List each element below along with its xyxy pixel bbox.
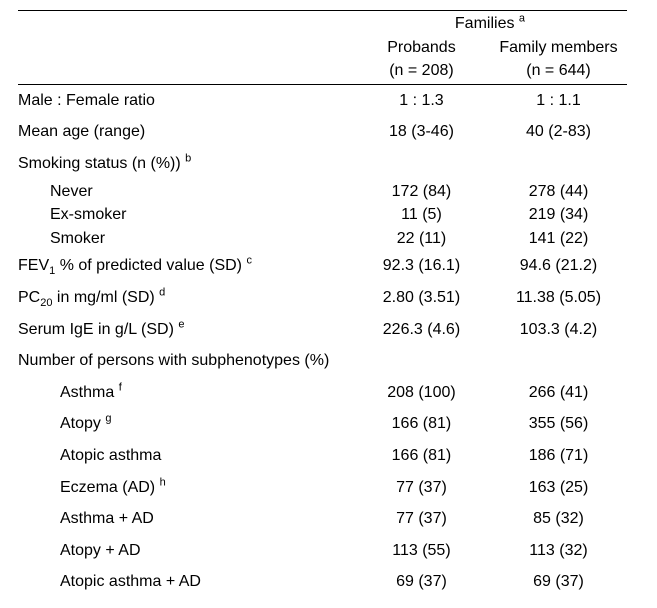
row-asthma: Asthma f 208 (100) 266 (41) — [18, 377, 627, 409]
cell-aasthma-m: 186 (71) — [490, 440, 627, 472]
cell-fev-post: % of predicted value (SD) — [55, 257, 242, 274]
cell-asthma-sup: f — [119, 381, 122, 393]
cell-atopy-m: 355 (56) — [490, 408, 627, 440]
row-npheno: Number of persons with subphenotypes (%) — [18, 345, 627, 377]
header-row-2: Probands Family members — [18, 35, 627, 59]
header-members-n: (n = 644) — [490, 58, 627, 84]
cell-pc20-m: 11.38 (5.05) — [490, 282, 627, 314]
characteristics-table-container: Families a Probands Family members (n = … — [0, 0, 657, 608]
cell-smoker-p: 22 (11) — [353, 227, 490, 251]
cell-asthma-m: 266 (41) — [490, 377, 627, 409]
cell-eczema-m: 163 (25) — [490, 472, 627, 504]
cell-ex-label: Ex-smoker — [18, 203, 353, 227]
row-atopy: Atopy g 166 (81) 355 (56) — [18, 408, 627, 440]
cell-ratio-m: 1 : 1.1 — [490, 84, 627, 116]
cell-fev-pre: FEV — [18, 257, 49, 274]
cell-eczema-p: 77 (37) — [353, 472, 490, 504]
cell-pc20-post: in mg/ml (SD) — [52, 289, 154, 306]
row-asthma-ad: Asthma + AD 77 (37) 85 (32) — [18, 503, 627, 535]
row-smoker: Smoker 22 (11) 141 (22) — [18, 227, 627, 251]
cell-eczema-label-text: Eczema (AD) — [60, 479, 155, 496]
header-families-label: Families — [455, 15, 515, 32]
cell-age-p: 18 (3-46) — [353, 116, 490, 148]
cell-age-m: 40 (2-83) — [490, 116, 627, 148]
cell-ratio-p: 1 : 1.3 — [353, 84, 490, 116]
cell-eczema-label: Eczema (AD) h — [18, 472, 353, 504]
cell-atopy-ad-label: Atopy + AD — [18, 535, 353, 567]
header-members-label: Family members — [490, 35, 627, 59]
cell-atopy-sup: g — [105, 413, 111, 425]
cell-ige-m: 103.3 (4.2) — [490, 314, 627, 346]
cell-aasthma-label: Atopic asthma — [18, 440, 353, 472]
cell-atopy-label-text: Atopy — [60, 415, 101, 432]
cell-asthma-label: Asthma f — [18, 377, 353, 409]
cell-ex-m: 219 (34) — [490, 203, 627, 227]
cell-aasthma-ad-m: 69 (37) — [490, 566, 627, 598]
header-blank — [18, 11, 353, 35]
cell-ige-label-text: Serum IgE in g/L (SD) — [18, 321, 174, 338]
cell-ige-sup: e — [178, 318, 184, 330]
cell-smoker-m: 141 (22) — [490, 227, 627, 251]
cell-fev-sup: c — [246, 255, 252, 267]
cell-never-m: 278 (44) — [490, 180, 627, 204]
cell-pc20-pre: PC — [18, 289, 40, 306]
row-pc20: PC20 in mg/ml (SD) d 2.80 (3.51) 11.38 (… — [18, 282, 627, 314]
cell-eczema-sup: h — [160, 476, 166, 488]
cell-smoker-label: Smoker — [18, 227, 353, 251]
cell-fev-m: 94.6 (21.2) — [490, 250, 627, 282]
cell-atopy-ad-m: 113 (32) — [490, 535, 627, 567]
row-atopic-asthma: Atopic asthma 166 (81) 186 (71) — [18, 440, 627, 472]
cell-atopy-p: 166 (81) — [353, 408, 490, 440]
cell-aasthma-p: 166 (81) — [353, 440, 490, 472]
cell-asthma-p: 208 (100) — [353, 377, 490, 409]
cell-atopy-label: Atopy g — [18, 408, 353, 440]
cell-age-label: Mean age (range) — [18, 116, 353, 148]
cell-ex-p: 11 (5) — [353, 203, 490, 227]
header-probands-label: Probands — [353, 35, 490, 59]
header-row-3: (n = 208) (n = 644) — [18, 58, 627, 84]
cell-npheno-label: Number of persons with subphenotypes (%) — [18, 345, 353, 377]
row-eczema: Eczema (AD) h 77 (37) 163 (25) — [18, 472, 627, 504]
header-families: Families a — [353, 11, 627, 35]
cell-smoking-sup: b — [185, 153, 191, 165]
cell-pc20-label: PC20 in mg/ml (SD) d — [18, 282, 353, 314]
row-smoking: Smoking status (n (%)) b — [18, 148, 627, 180]
cell-asthma-ad-label: Asthma + AD — [18, 503, 353, 535]
cell-pc20-sup: d — [159, 287, 165, 299]
cell-pc20-p: 2.80 (3.51) — [353, 282, 490, 314]
characteristics-table: Families a Probands Family members (n = … — [18, 10, 627, 598]
row-ex: Ex-smoker 11 (5) 219 (34) — [18, 203, 627, 227]
cell-never-label: Never — [18, 180, 353, 204]
header-row-1: Families a — [18, 11, 627, 35]
row-atopy-ad: Atopy + AD 113 (55) 113 (32) — [18, 535, 627, 567]
cell-fev-p: 92.3 (16.1) — [353, 250, 490, 282]
cell-ratio-label: Male : Female ratio — [18, 84, 353, 116]
header-families-sup: a — [519, 13, 525, 25]
cell-asthma-ad-m: 85 (32) — [490, 503, 627, 535]
cell-smoking-label: Smoking status (n (%)) b — [18, 148, 353, 180]
cell-ige-label: Serum IgE in g/L (SD) e — [18, 314, 353, 346]
row-age: Mean age (range) 18 (3-46) 40 (2-83) — [18, 116, 627, 148]
cell-pc20-sub: 20 — [40, 297, 52, 309]
header-probands-n: (n = 208) — [353, 58, 490, 84]
cell-asthma-label-text: Asthma — [60, 384, 114, 401]
row-never: Never 172 (84) 278 (44) — [18, 180, 627, 204]
cell-aasthma-ad-p: 69 (37) — [353, 566, 490, 598]
cell-atopy-ad-p: 113 (55) — [353, 535, 490, 567]
cell-aasthma-ad-label: Atopic asthma + AD — [18, 566, 353, 598]
cell-asthma-ad-p: 77 (37) — [353, 503, 490, 535]
cell-smoking-label-text: Smoking status (n (%)) — [18, 155, 181, 172]
cell-ige-p: 226.3 (4.6) — [353, 314, 490, 346]
cell-never-p: 172 (84) — [353, 180, 490, 204]
row-atopic-asthma-ad: Atopic asthma + AD 69 (37) 69 (37) — [18, 566, 627, 598]
row-ige: Serum IgE in g/L (SD) e 226.3 (4.6) 103.… — [18, 314, 627, 346]
row-fev: FEV1 % of predicted value (SD) c 92.3 (1… — [18, 250, 627, 282]
cell-fev-label: FEV1 % of predicted value (SD) c — [18, 250, 353, 282]
row-ratio: Male : Female ratio 1 : 1.3 1 : 1.1 — [18, 84, 627, 116]
